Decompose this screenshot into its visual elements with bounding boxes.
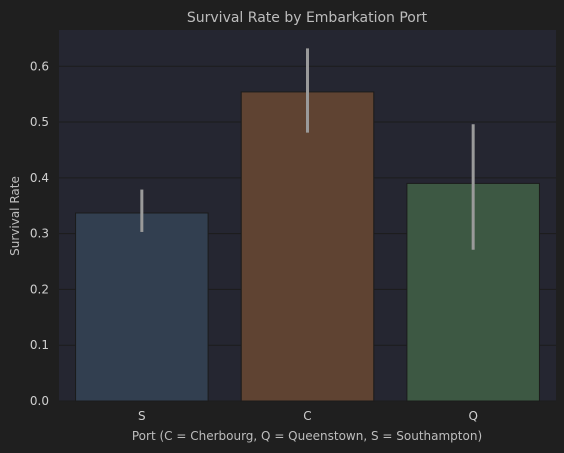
y-tick-label: 0.1	[30, 338, 49, 352]
x-tick-label: C	[303, 409, 311, 423]
x-tick-label: Q	[468, 409, 477, 423]
y-tick-label: 0.6	[30, 59, 49, 73]
bar-s	[75, 212, 209, 402]
y-tick-label: 0.4	[30, 171, 49, 185]
y-tick-label: 0.5	[30, 115, 49, 129]
x-tick-label: S	[138, 409, 146, 423]
x-axis-label: Port (C = Cherbourg, Q = Queenstown, S =…	[132, 429, 482, 443]
bar-c	[240, 91, 375, 402]
y-axis: 0.0 0.1 0.2 0.3 0.4 0.5 0.6	[30, 59, 49, 408]
error-bars	[140, 48, 475, 250]
chart-title: Survival Rate by Embarkation Port	[187, 10, 428, 26]
y-tick-label: 0.3	[30, 227, 49, 241]
y-tick-label: 0.2	[30, 282, 49, 296]
y-tick-label: 0.0	[30, 394, 49, 408]
y-axis-label: Survival Rate	[8, 176, 22, 256]
